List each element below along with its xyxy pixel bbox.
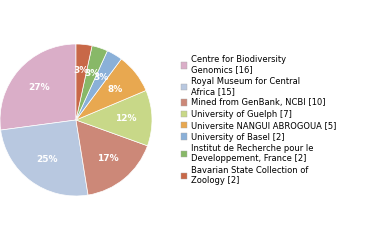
Wedge shape [76, 46, 108, 120]
Wedge shape [76, 120, 147, 195]
Text: 8%: 8% [107, 85, 122, 94]
Wedge shape [76, 59, 146, 120]
Text: 12%: 12% [115, 114, 136, 123]
Text: 3%: 3% [74, 66, 89, 75]
Wedge shape [76, 51, 121, 120]
Wedge shape [0, 44, 76, 130]
Text: 17%: 17% [97, 154, 118, 162]
Text: 3%: 3% [93, 73, 109, 82]
Wedge shape [1, 120, 88, 196]
Wedge shape [76, 44, 92, 120]
Text: 3%: 3% [84, 69, 99, 78]
Wedge shape [76, 90, 152, 146]
Legend: Centre for Biodiversity
Genomics [16], Royal Museum for Central
Africa [15], Min: Centre for Biodiversity Genomics [16], R… [179, 53, 338, 187]
Text: 27%: 27% [28, 83, 50, 92]
Text: 25%: 25% [36, 155, 57, 164]
